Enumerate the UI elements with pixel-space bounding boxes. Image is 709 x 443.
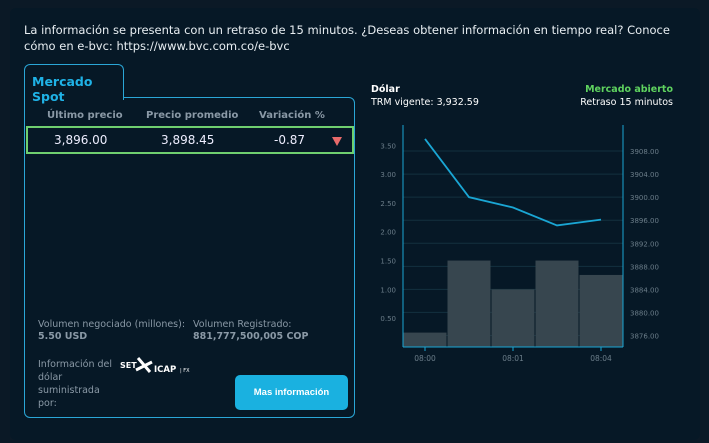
market-status: Mercado abierto bbox=[585, 84, 673, 95]
delay-label: Retraso 15 minutos bbox=[580, 97, 673, 108]
main-panel bbox=[10, 8, 700, 440]
right-tick-label: 3884.00 bbox=[630, 286, 659, 294]
more-info-button[interactable]: Mas información bbox=[235, 375, 348, 410]
svg-text:SET: SET bbox=[120, 361, 137, 370]
x-tick-label: 08:04 bbox=[590, 354, 612, 363]
registered-value: 881,777,500,005 COP bbox=[193, 331, 309, 342]
right-tick-label: 3900.00 bbox=[630, 194, 659, 202]
left-tick-label: 0.50 bbox=[380, 315, 396, 323]
svg-text:| FX: | FX bbox=[180, 368, 190, 374]
price-line bbox=[424, 138, 602, 227]
left-tick-label: 1.00 bbox=[380, 286, 396, 294]
svg-text:ICAP: ICAP bbox=[154, 365, 176, 375]
left-tick-label: 3.50 bbox=[380, 142, 396, 150]
x-tick-label: 08:00 bbox=[414, 354, 436, 363]
provider-label: Información del dólar suministrada por: bbox=[38, 359, 113, 409]
tab-mercado-spot[interactable]: Mercado Spot bbox=[24, 64, 124, 104]
left-tick-label: 2.50 bbox=[380, 200, 396, 208]
volume-bar bbox=[447, 260, 491, 347]
seticap-logo: SET ICAP | FX bbox=[120, 357, 190, 375]
right-tick-label: 3888.00 bbox=[630, 263, 659, 271]
right-tick-label: 3904.00 bbox=[630, 171, 659, 179]
volume-bar bbox=[535, 260, 579, 347]
right-tick-label: 3876.00 bbox=[630, 332, 659, 340]
trm-value: TRM vigente: 3,932.59 bbox=[371, 97, 479, 108]
header-avg-price: Precio promedio bbox=[146, 110, 239, 121]
header-variation: Variación % bbox=[259, 110, 325, 121]
spot-panel: Último precio Precio promedio Variación … bbox=[24, 97, 355, 418]
left-tick-label: 3.00 bbox=[380, 171, 396, 179]
left-tick-label: 1.50 bbox=[380, 258, 396, 266]
dollar-title: Dólar bbox=[371, 84, 400, 95]
left-tick-label: 2.00 bbox=[380, 229, 396, 237]
volume-label: Volumen negociado (millones): bbox=[38, 319, 186, 330]
variation: -0.87 bbox=[274, 133, 306, 147]
volume-bar bbox=[579, 274, 623, 347]
right-tick-label: 3880.00 bbox=[630, 309, 659, 317]
header-last-price: Último precio bbox=[47, 110, 123, 121]
volume-value: 5.50 USD bbox=[38, 331, 88, 342]
right-tick-label: 3908.00 bbox=[630, 148, 659, 156]
volume-bar bbox=[491, 289, 535, 347]
right-tick-label: 3896.00 bbox=[630, 217, 659, 225]
right-tick-label: 3892.00 bbox=[630, 240, 659, 248]
volume-bar bbox=[403, 332, 447, 347]
avg-price: 3,898.45 bbox=[161, 133, 215, 147]
last-price: 3,896.00 bbox=[54, 133, 108, 147]
delay-notice: La información se presenta con un retras… bbox=[24, 23, 670, 53]
registered-label: Volumen Registrado: bbox=[193, 319, 292, 330]
x-tick-label: 08:01 bbox=[502, 354, 524, 363]
table-row[interactable]: 3,896.00 3,898.45 -0.87 bbox=[26, 126, 354, 154]
down-arrow-icon bbox=[332, 137, 342, 146]
